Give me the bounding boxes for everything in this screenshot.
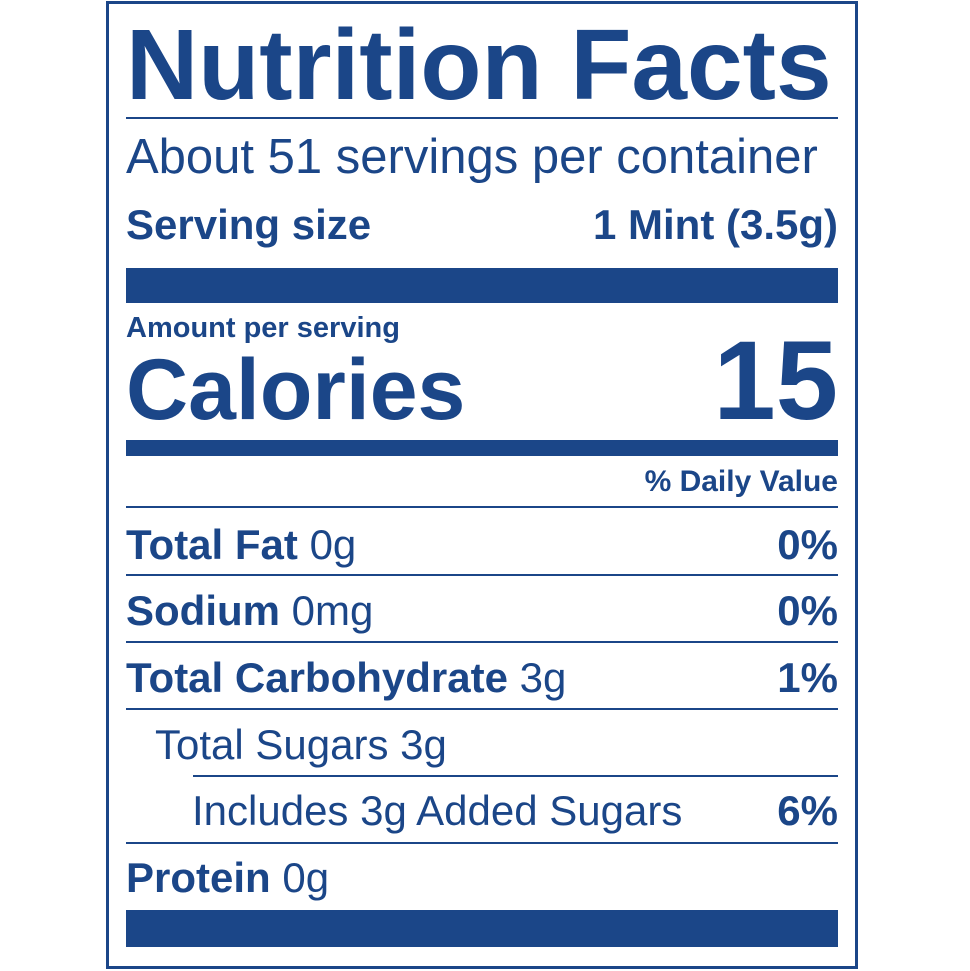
nutrient-amount: 0g [309, 521, 357, 568]
nutrient-amount: 0g [282, 854, 330, 901]
nutrient-row-protein: Protein 0g [126, 857, 329, 899]
nutrient-dv: 0% [777, 587, 838, 634]
nutrient-row-total-fat: Total Fat 0g [126, 524, 356, 566]
serving-size-label: Serving size [126, 201, 372, 248]
servings-per-container: About 51 servings per container [126, 130, 818, 184]
divider [126, 842, 838, 844]
nutrient-dv: 1% [777, 654, 838, 701]
calories-label: Calories [126, 342, 466, 438]
nutrient-label: Total Fat [126, 521, 298, 568]
thick-divider [126, 910, 838, 947]
nutrient-dv: 6% [777, 787, 838, 834]
nutrient-dv: 0% [777, 521, 838, 568]
divider [126, 506, 838, 508]
divider [193, 775, 838, 777]
divider [126, 574, 838, 576]
nutrition-label-border [106, 1, 858, 969]
calories-value: 15 [713, 318, 838, 443]
divider [126, 708, 838, 710]
divider [126, 117, 838, 119]
thick-divider [126, 268, 838, 303]
nutrient-row-sodium: Sodium 0mg [126, 590, 373, 632]
amount-per-serving: Amount per serving [126, 312, 400, 344]
nutrient-amount: 0mg [291, 587, 374, 634]
serving-size-value: 1 Mint (3.5g) [592, 201, 838, 248]
nutrient-row-total-sugars: Total Sugars 3g [155, 721, 447, 768]
medium-divider [126, 440, 838, 456]
label-title: Nutrition Facts [126, 9, 832, 121]
nutrient-row-total-carbohydrate: Total Carbohydrate 3g [126, 657, 566, 699]
nutrient-amount: 3g [519, 654, 567, 701]
nutrient-label: Total Carbohydrate [126, 654, 508, 701]
divider [126, 641, 838, 643]
nutrient-label: Protein [126, 854, 271, 901]
daily-value-header: % Daily Value [644, 465, 838, 498]
nutrient-row-added-sugars: Includes 3g Added Sugars [192, 787, 683, 834]
nutrient-label: Sodium [126, 587, 280, 634]
